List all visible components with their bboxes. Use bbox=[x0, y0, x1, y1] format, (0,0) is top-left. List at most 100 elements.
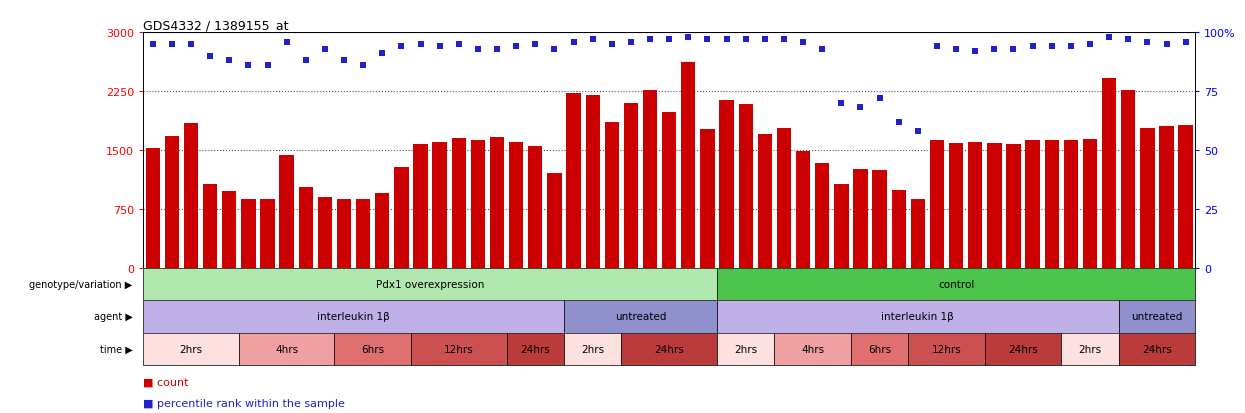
Bar bbox=[1063, 140, 1078, 268]
Text: untreated: untreated bbox=[1132, 312, 1183, 322]
Bar bbox=[774, 333, 850, 366]
Bar bbox=[909, 333, 985, 366]
Bar bbox=[1026, 141, 1040, 268]
Bar bbox=[987, 143, 1001, 268]
Text: 24hrs: 24hrs bbox=[520, 344, 550, 354]
Point bbox=[583, 37, 603, 43]
Bar bbox=[985, 333, 1061, 366]
Bar bbox=[850, 333, 909, 366]
Bar bbox=[566, 94, 580, 268]
Point bbox=[1081, 41, 1101, 48]
Point bbox=[736, 37, 756, 43]
Text: interleukin 1β: interleukin 1β bbox=[881, 312, 954, 322]
Bar bbox=[949, 143, 964, 268]
Point bbox=[889, 119, 909, 126]
Point bbox=[276, 39, 296, 46]
Bar bbox=[1159, 127, 1174, 268]
Point bbox=[564, 39, 584, 46]
Point bbox=[162, 41, 182, 48]
Point bbox=[1118, 37, 1138, 43]
Bar bbox=[815, 164, 829, 268]
Bar bbox=[260, 200, 275, 268]
Bar bbox=[317, 197, 332, 268]
Bar bbox=[413, 144, 428, 268]
Bar bbox=[337, 200, 351, 268]
Bar bbox=[222, 191, 237, 268]
Bar bbox=[1119, 300, 1195, 333]
Bar bbox=[662, 113, 676, 268]
Bar bbox=[143, 300, 564, 333]
Point bbox=[1022, 44, 1042, 50]
Point bbox=[697, 37, 717, 43]
Point bbox=[640, 37, 660, 43]
Bar bbox=[242, 200, 255, 268]
Bar bbox=[700, 129, 715, 268]
Bar bbox=[203, 185, 218, 268]
Bar bbox=[873, 171, 886, 268]
Text: 4hrs: 4hrs bbox=[801, 344, 824, 354]
Point bbox=[965, 49, 985, 55]
Point bbox=[411, 41, 431, 48]
Text: 12hrs: 12hrs bbox=[444, 344, 473, 354]
Point bbox=[985, 46, 1005, 53]
Bar bbox=[621, 333, 717, 366]
Text: 24hrs: 24hrs bbox=[1142, 344, 1172, 354]
Point bbox=[812, 46, 832, 53]
Text: 6hrs: 6hrs bbox=[868, 344, 891, 354]
Bar bbox=[796, 151, 810, 268]
Point bbox=[487, 46, 507, 53]
Point bbox=[908, 128, 928, 135]
Bar bbox=[1120, 91, 1135, 268]
Point bbox=[946, 46, 966, 53]
Point bbox=[679, 34, 698, 41]
Bar bbox=[777, 128, 791, 268]
Point bbox=[869, 95, 889, 102]
Text: 2hrs: 2hrs bbox=[581, 344, 604, 354]
Point bbox=[793, 39, 813, 46]
Point bbox=[621, 39, 641, 46]
Bar bbox=[681, 63, 696, 268]
Bar bbox=[299, 187, 312, 268]
Point bbox=[372, 51, 392, 57]
Bar bbox=[717, 333, 774, 366]
Bar bbox=[642, 91, 657, 268]
Bar bbox=[1102, 78, 1117, 268]
Point bbox=[143, 41, 163, 48]
Bar bbox=[1179, 126, 1193, 268]
Text: time ▶: time ▶ bbox=[100, 344, 133, 354]
Bar bbox=[1119, 333, 1195, 366]
Bar bbox=[548, 174, 561, 268]
Point bbox=[928, 44, 947, 50]
Bar bbox=[184, 124, 198, 268]
Text: ■ percentile rank within the sample: ■ percentile rank within the sample bbox=[143, 398, 345, 408]
Bar bbox=[509, 142, 523, 268]
Point bbox=[544, 46, 564, 53]
Bar bbox=[471, 140, 486, 268]
Bar bbox=[146, 149, 159, 268]
Bar bbox=[1045, 141, 1059, 268]
Point bbox=[660, 37, 680, 43]
Point bbox=[1003, 46, 1023, 53]
Bar bbox=[279, 156, 294, 268]
Bar bbox=[717, 268, 1195, 300]
Text: 2hrs: 2hrs bbox=[735, 344, 757, 354]
Bar bbox=[738, 104, 753, 268]
Text: agent ▶: agent ▶ bbox=[93, 312, 133, 322]
Point bbox=[832, 100, 852, 107]
Bar bbox=[395, 168, 408, 268]
Point bbox=[334, 58, 354, 64]
Text: ■ count: ■ count bbox=[143, 377, 189, 387]
Text: 4hrs: 4hrs bbox=[275, 344, 299, 354]
Point bbox=[296, 58, 316, 64]
Text: 24hrs: 24hrs bbox=[655, 344, 684, 354]
Text: control: control bbox=[937, 279, 975, 289]
Point bbox=[181, 41, 200, 48]
Bar bbox=[1006, 145, 1021, 268]
Point bbox=[430, 44, 449, 50]
Bar bbox=[335, 333, 411, 366]
Bar bbox=[356, 200, 370, 268]
Text: 24hrs: 24hrs bbox=[1008, 344, 1038, 354]
Text: interleukin 1β: interleukin 1β bbox=[317, 312, 390, 322]
Bar bbox=[528, 147, 543, 268]
Point bbox=[774, 37, 794, 43]
